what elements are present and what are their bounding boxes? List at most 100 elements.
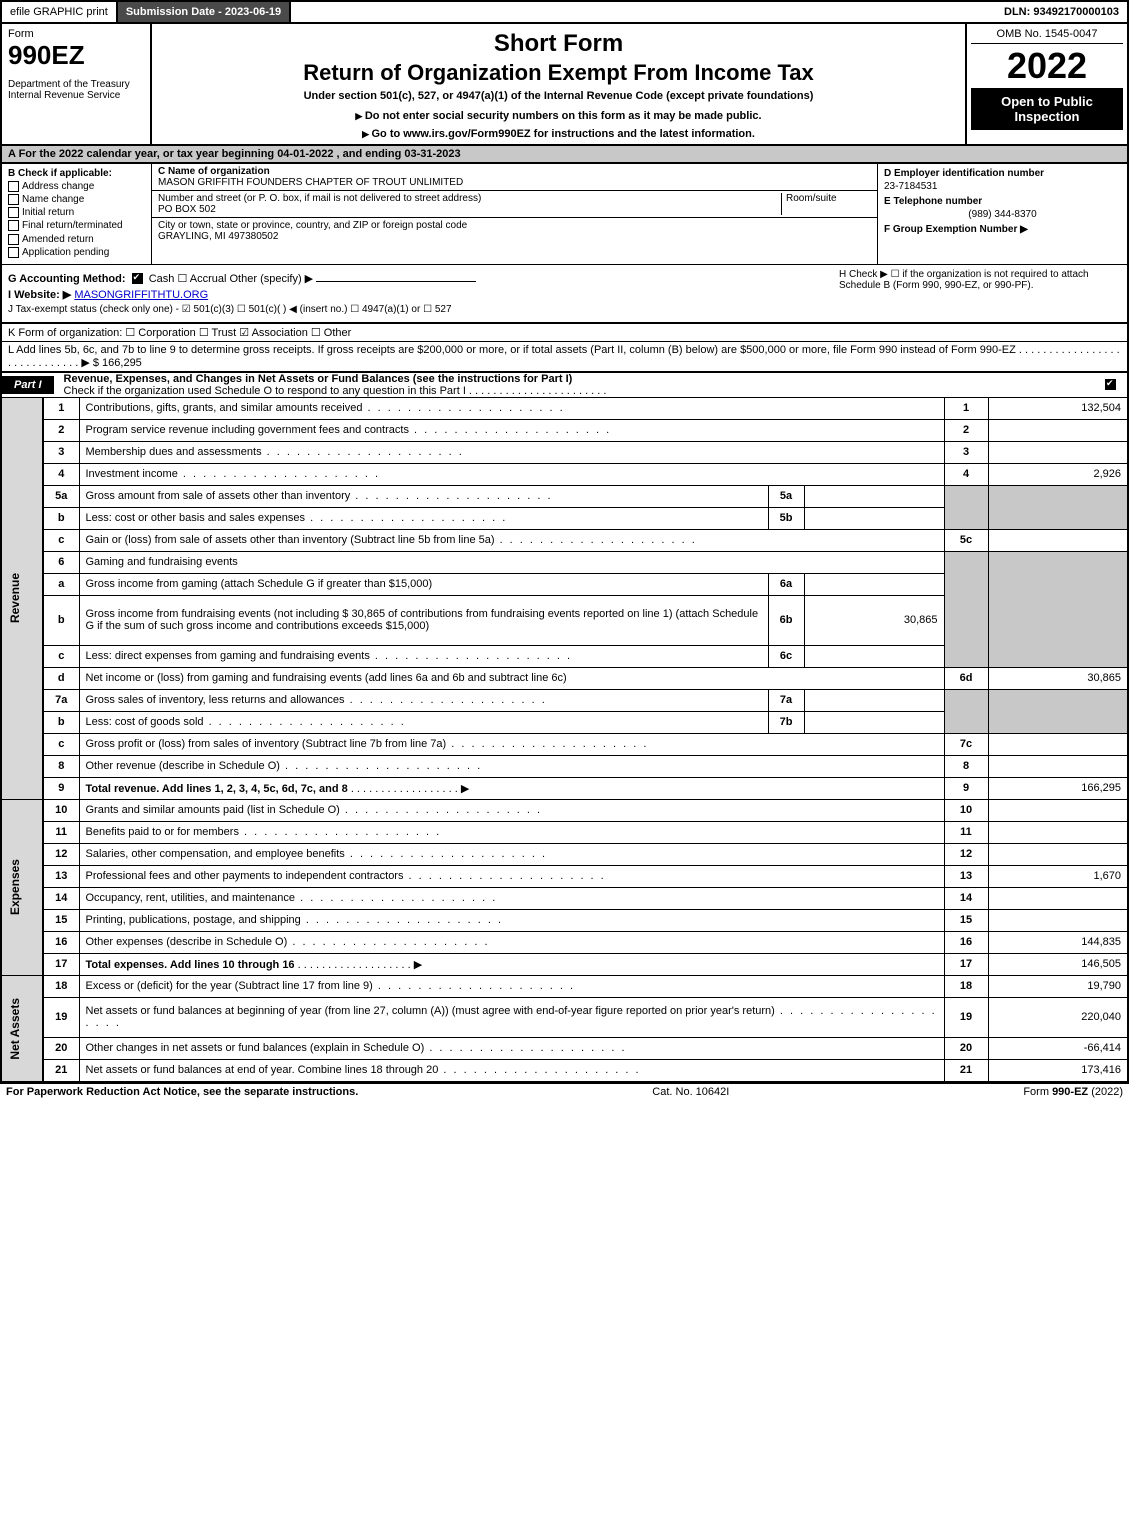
l3-amt bbox=[988, 441, 1128, 463]
l15-amt bbox=[988, 909, 1128, 931]
l6c-desc: Less: direct expenses from gaming and fu… bbox=[79, 645, 768, 667]
l16-num: 16 bbox=[43, 931, 79, 953]
header-center: Short Form Return of Organization Exempt… bbox=[152, 24, 967, 144]
l11-amt bbox=[988, 821, 1128, 843]
side-revenue: Revenue bbox=[1, 397, 43, 799]
l14-code: 14 bbox=[944, 887, 988, 909]
l6c-sub: 6c bbox=[768, 645, 804, 667]
l7c-amt bbox=[988, 733, 1128, 755]
chk-name[interactable]: Name change bbox=[8, 194, 145, 205]
l18-desc: Excess or (deficit) for the year (Subtra… bbox=[79, 975, 944, 997]
l16-code: 16 bbox=[944, 931, 988, 953]
l20-code: 20 bbox=[944, 1037, 988, 1059]
l21-desc: Net assets or fund balances at end of ye… bbox=[79, 1059, 944, 1081]
l5b-num: b bbox=[43, 507, 79, 529]
l3-num: 3 bbox=[43, 441, 79, 463]
l9-num: 9 bbox=[43, 777, 79, 799]
header-left: Form 990EZ Department of the Treasury In… bbox=[2, 24, 152, 144]
l6-shade bbox=[944, 551, 988, 667]
chk-cash[interactable] bbox=[132, 273, 143, 284]
l7a-num: 7a bbox=[43, 689, 79, 711]
open-inspection: Open to Public Inspection bbox=[971, 88, 1123, 130]
l19-desc: Net assets or fund balances at beginning… bbox=[79, 997, 944, 1037]
l8-code: 8 bbox=[944, 755, 988, 777]
row-a-period: A For the 2022 calendar year, or tax yea… bbox=[0, 146, 1129, 164]
efile-label[interactable]: efile GRAPHIC print bbox=[2, 2, 118, 22]
l1-amt: 132,504 bbox=[988, 397, 1128, 419]
tax-year: 2022 bbox=[971, 48, 1123, 84]
chk-amended[interactable]: Amended return bbox=[8, 234, 145, 245]
l6-num: 6 bbox=[43, 551, 79, 573]
l16-amt: 144,835 bbox=[988, 931, 1128, 953]
l5b-desc: Less: cost or other basis and sales expe… bbox=[79, 507, 768, 529]
l20-desc: Other changes in net assets or fund bala… bbox=[79, 1037, 944, 1059]
l8-desc: Other revenue (describe in Schedule O) bbox=[79, 755, 944, 777]
l15-num: 15 bbox=[43, 909, 79, 931]
side-netassets: Net Assets bbox=[1, 975, 43, 1081]
l5c-code: 5c bbox=[944, 529, 988, 551]
chk-pending[interactable]: Application pending bbox=[8, 247, 145, 258]
l2-desc: Program service revenue including govern… bbox=[79, 419, 944, 441]
l19-num: 19 bbox=[43, 997, 79, 1037]
chk-initial[interactable]: Initial return bbox=[8, 207, 145, 218]
l5ab-shade bbox=[944, 485, 988, 529]
street-block: Number and street (or P. O. box, if mail… bbox=[152, 191, 877, 218]
l7b-sub: 7b bbox=[768, 711, 804, 733]
l17-num: 17 bbox=[43, 953, 79, 975]
short-form-title: Short Form bbox=[162, 30, 955, 58]
l6b-num: b bbox=[43, 595, 79, 645]
part1-checkbox[interactable] bbox=[1105, 379, 1119, 391]
header-right: OMB No. 1545-0047 2022 Open to Public In… bbox=[967, 24, 1127, 144]
l6a-subval bbox=[804, 573, 944, 595]
ssn-note: Do not enter social security numbers on … bbox=[162, 110, 955, 122]
l3-code: 3 bbox=[944, 441, 988, 463]
l13-desc: Professional fees and other payments to … bbox=[79, 865, 944, 887]
g-options: Cash ☐ Accrual Other (specify) ▶ bbox=[149, 273, 313, 285]
l1-desc: Contributions, gifts, grants, and simila… bbox=[79, 397, 944, 419]
l6-amtshade bbox=[988, 551, 1128, 667]
l10-num: 10 bbox=[43, 799, 79, 821]
chk-address[interactable]: Address change bbox=[8, 181, 145, 192]
l15-desc: Printing, publications, postage, and shi… bbox=[79, 909, 944, 931]
l7c-desc: Gross profit or (loss) from sales of inv… bbox=[79, 733, 944, 755]
l6b-sub: 6b bbox=[768, 595, 804, 645]
l6d-num: d bbox=[43, 667, 79, 689]
l1-num: 1 bbox=[43, 397, 79, 419]
l13-num: 13 bbox=[43, 865, 79, 887]
l3-desc: Membership dues and assessments bbox=[79, 441, 944, 463]
goto-link[interactable]: Go to www.irs.gov/Form990EZ for instruct… bbox=[162, 128, 955, 140]
l21-num: 21 bbox=[43, 1059, 79, 1081]
part1-label: Part I bbox=[2, 376, 54, 394]
l12-code: 12 bbox=[944, 843, 988, 865]
l17-amt: 146,505 bbox=[988, 953, 1128, 975]
l8-num: 8 bbox=[43, 755, 79, 777]
part1-header: Part I Revenue, Expenses, and Changes in… bbox=[0, 373, 1129, 397]
org-name: MASON GRIFFITH FOUNDERS CHAPTER OF TROUT… bbox=[158, 177, 463, 188]
goto-text: Go to www.irs.gov/Form990EZ for instruct… bbox=[372, 128, 755, 140]
page-footer: For Paperwork Reduction Act Notice, see … bbox=[0, 1082, 1129, 1100]
top-bar: efile GRAPHIC print Submission Date - 20… bbox=[0, 0, 1129, 24]
chk-final[interactable]: Final return/terminated bbox=[8, 220, 145, 231]
l7b-desc: Less: cost of goods sold bbox=[79, 711, 768, 733]
l7b-num: b bbox=[43, 711, 79, 733]
l6d-amt: 30,865 bbox=[988, 667, 1128, 689]
l5c-amt bbox=[988, 529, 1128, 551]
footer-left: For Paperwork Reduction Act Notice, see … bbox=[6, 1086, 358, 1098]
l12-desc: Salaries, other compensation, and employ… bbox=[79, 843, 944, 865]
col-c-org: C Name of organization MASON GRIFFITH FO… bbox=[152, 164, 877, 264]
street-value: PO BOX 502 bbox=[158, 204, 216, 215]
form-header: Form 990EZ Department of the Treasury In… bbox=[0, 24, 1129, 146]
l4-desc: Investment income bbox=[79, 463, 944, 485]
l1-code: 1 bbox=[944, 397, 988, 419]
l21-amt: 173,416 bbox=[988, 1059, 1128, 1081]
org-name-label: C Name of organization bbox=[158, 166, 270, 177]
l6a-sub: 6a bbox=[768, 573, 804, 595]
l8-amt bbox=[988, 755, 1128, 777]
l5a-subval bbox=[804, 485, 944, 507]
l9-code: 9 bbox=[944, 777, 988, 799]
l6a-desc: Gross income from gaming (attach Schedul… bbox=[79, 573, 768, 595]
l7a-sub: 7a bbox=[768, 689, 804, 711]
website-link[interactable]: MASONGRIFFITHTU.ORG bbox=[74, 289, 208, 301]
l11-num: 11 bbox=[43, 821, 79, 843]
l5b-sub: 5b bbox=[768, 507, 804, 529]
